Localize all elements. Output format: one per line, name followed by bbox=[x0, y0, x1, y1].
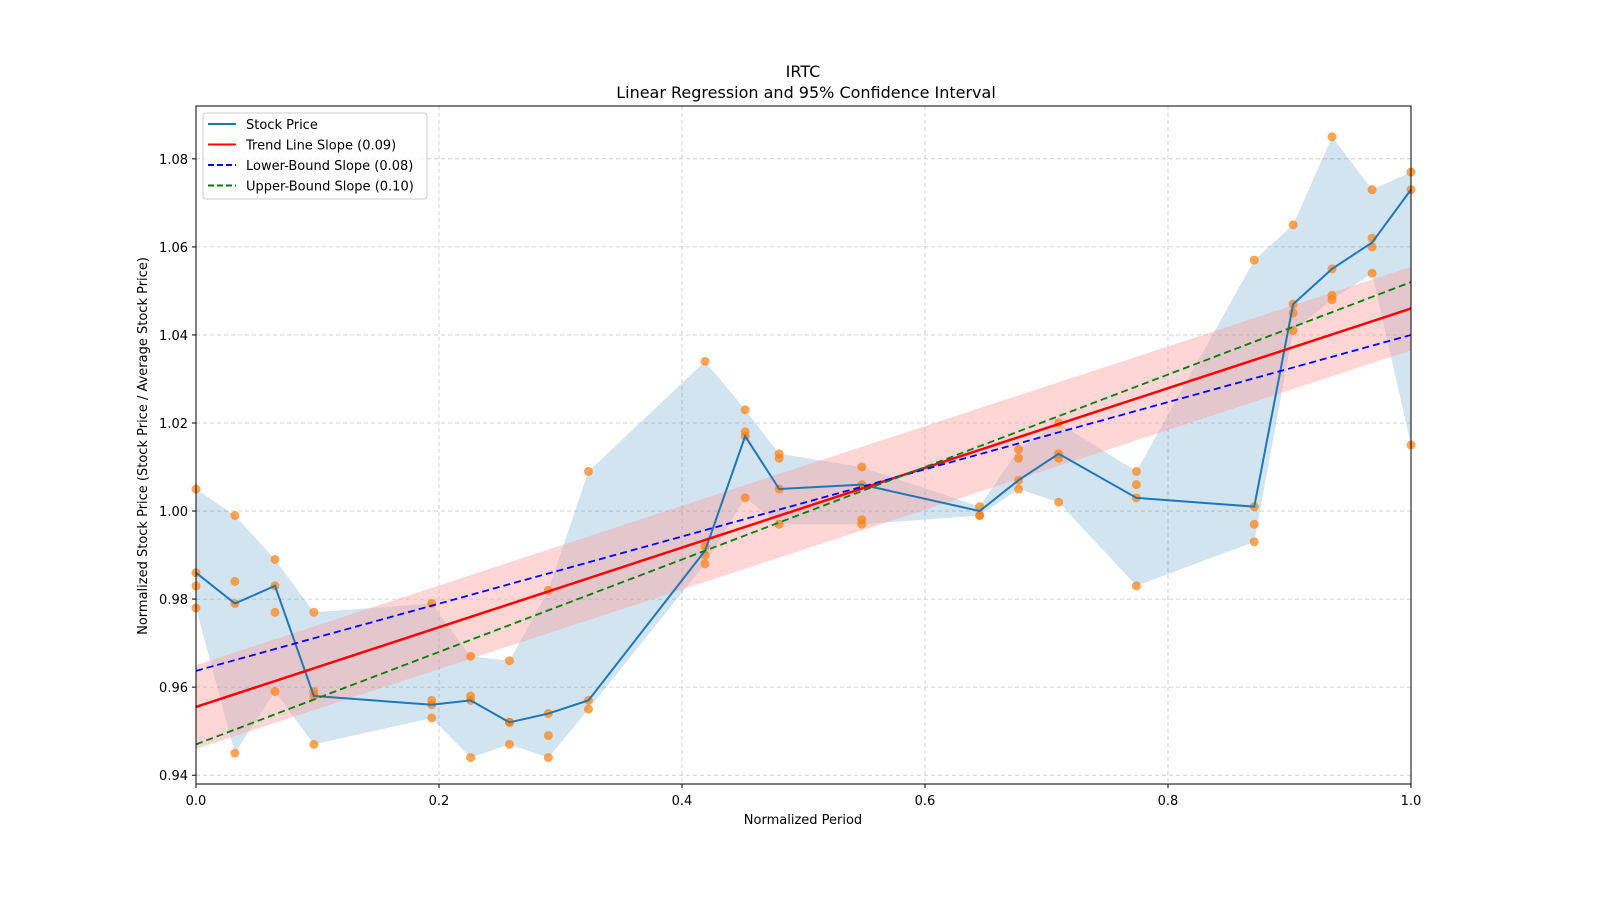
y-axis-label: Normalized Stock Price (Stock Price / Av… bbox=[136, 257, 151, 635]
scatter-point bbox=[270, 554, 280, 564]
stock-price-line bbox=[195, 189, 1412, 724]
scatter-point bbox=[1327, 132, 1337, 142]
scatter-point bbox=[466, 651, 476, 661]
y-tick-label: 1.08 bbox=[159, 153, 188, 168]
plot-frame bbox=[195, 105, 1412, 785]
y-tick-label: 1.06 bbox=[159, 241, 188, 256]
upper-bound-line bbox=[195, 281, 1412, 746]
scatter-point bbox=[230, 576, 240, 586]
scatter-point bbox=[1249, 519, 1259, 529]
legend-trend-line-label: Trend Line Slope (0.09) bbox=[245, 139, 396, 154]
scatter-point bbox=[740, 405, 750, 415]
lines bbox=[195, 189, 1412, 746]
scatter-point bbox=[1054, 497, 1064, 507]
scatter-point bbox=[740, 493, 750, 503]
scatter-point bbox=[975, 510, 985, 520]
y-tick-label: 1.00 bbox=[159, 505, 188, 520]
scatter-point bbox=[1014, 444, 1024, 454]
scatter-points bbox=[191, 132, 1416, 763]
scatter-point bbox=[1131, 581, 1141, 591]
scatter-point bbox=[1249, 537, 1259, 547]
scatter-point bbox=[466, 753, 476, 763]
scatter-point bbox=[774, 519, 784, 529]
chart-title: IRTC bbox=[786, 62, 821, 81]
scatter-point bbox=[543, 731, 553, 741]
scatter-point bbox=[427, 598, 437, 608]
y-tick-label: 0.94 bbox=[159, 769, 188, 784]
scatter-point bbox=[1131, 466, 1141, 476]
scatter-point bbox=[700, 559, 710, 569]
x-tick-label: 0.2 bbox=[429, 794, 450, 809]
scatter-point bbox=[1014, 453, 1024, 463]
y-tick-label: 0.98 bbox=[159, 593, 188, 608]
x-tick-label: 0.8 bbox=[1158, 794, 1179, 809]
scatter-point bbox=[230, 510, 240, 520]
legend-box bbox=[202, 112, 428, 200]
x-tick-label: 0.0 bbox=[186, 794, 207, 809]
scatter-point bbox=[230, 748, 240, 758]
scatter-point bbox=[309, 739, 319, 749]
x-axis-label: Normalized Period bbox=[744, 813, 862, 828]
scatter-point bbox=[309, 607, 319, 617]
scatter-point bbox=[504, 656, 514, 666]
y-tick-label: 1.04 bbox=[159, 329, 188, 344]
y-tick-label: 0.96 bbox=[159, 681, 188, 696]
x-tick-label: 0.6 bbox=[915, 794, 936, 809]
scatter-point bbox=[1131, 480, 1141, 490]
scatter-point bbox=[857, 519, 867, 529]
scatter-point bbox=[543, 753, 553, 763]
scatter-point bbox=[1327, 295, 1337, 305]
scatter-point bbox=[1367, 185, 1377, 195]
x-axis: 0.0 0.2 0.4 0.6 0.8 1.0 bbox=[186, 784, 1422, 809]
scatter-point bbox=[1288, 220, 1298, 230]
legend-stock-price-label: Stock Price bbox=[246, 118, 318, 133]
scatter-point bbox=[270, 607, 280, 617]
x-tick-label: 0.4 bbox=[672, 794, 693, 809]
scatter-point bbox=[427, 713, 437, 723]
y-tick-label: 1.02 bbox=[159, 417, 188, 432]
scatter-point bbox=[857, 462, 867, 472]
x-tick-label: 1.0 bbox=[1401, 794, 1422, 809]
scatter-point bbox=[1014, 484, 1024, 494]
scatter-point bbox=[270, 687, 280, 697]
scatter-point bbox=[774, 453, 784, 463]
y-axis: 0.94 0.96 0.98 1.00 1.02 1.04 1.06 1.08 bbox=[159, 153, 196, 784]
scatter-point bbox=[583, 466, 593, 476]
trend-line bbox=[195, 307, 1412, 709]
legend-lower-bound-label: Lower-Bound Slope (0.08) bbox=[246, 159, 413, 174]
legend-upper-bound-label: Upper-Bound Slope (0.10) bbox=[246, 180, 414, 195]
chart-subtitle: Linear Regression and 95% Confidence Int… bbox=[616, 83, 996, 102]
scatter-point bbox=[583, 704, 593, 714]
scatter-point bbox=[1367, 268, 1377, 278]
scatter-point bbox=[700, 356, 710, 366]
legend: Stock Price Trend Line Slope (0.09) Lower-… bbox=[202, 112, 428, 200]
lower-bound-line bbox=[195, 334, 1412, 672]
scatter-point bbox=[504, 739, 514, 749]
scatter-point bbox=[1249, 255, 1259, 265]
